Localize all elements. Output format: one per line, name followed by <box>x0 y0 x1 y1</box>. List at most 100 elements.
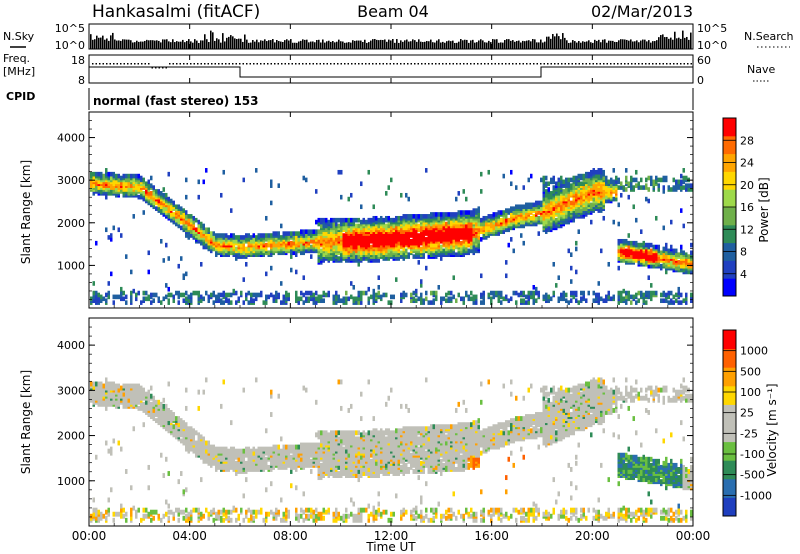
heatmap-cell <box>187 235 190 240</box>
heatmap-cell <box>300 296 303 302</box>
nsky-bar <box>292 42 294 49</box>
nave-dot <box>246 63 248 65</box>
heatmap-cell <box>112 171 115 177</box>
heatmap-cell <box>190 217 193 223</box>
heatmap-cell <box>655 215 658 221</box>
freq-tick-top: 18 <box>71 54 85 67</box>
nsky-bar <box>178 41 180 49</box>
heatmap-cell <box>372 215 375 221</box>
nsky-bar <box>662 34 664 49</box>
nsky-bar <box>488 40 490 49</box>
nsky-bar <box>110 35 112 49</box>
nsky-bar <box>520 42 522 49</box>
heatmap-cell <box>655 290 658 296</box>
heatmap-cell <box>355 296 358 302</box>
heatmap-cell <box>215 233 218 238</box>
heatmap-cell <box>425 237 428 242</box>
heatmap-cell <box>110 189 113 194</box>
heatmap-cell <box>245 233 248 238</box>
heatmap-cell <box>667 294 670 300</box>
heatmap-cell <box>187 217 190 223</box>
heatmap-cell <box>565 217 568 223</box>
heatmap-cell <box>425 290 428 296</box>
heatmap-cell <box>365 290 368 296</box>
nsky-bar <box>514 41 516 49</box>
heatmap-cell <box>470 233 473 238</box>
nsky-bar <box>558 36 560 49</box>
heatmap-cell <box>395 242 398 248</box>
heatmap-cell <box>490 290 493 296</box>
nave-dot <box>284 63 286 65</box>
heatmap-cell <box>360 240 363 246</box>
heatmap-cell <box>585 185 588 190</box>
nsky-bar <box>336 41 338 49</box>
heatmap-cell <box>617 221 620 227</box>
nave-dot <box>302 63 304 65</box>
heatmap-cell <box>132 426 135 432</box>
heatmap-cell <box>625 294 628 300</box>
heatmap-cell <box>165 511 168 517</box>
heatmap-cell <box>480 300 483 305</box>
heatmap-cell <box>685 175 688 181</box>
heatmap-cell <box>365 250 368 256</box>
nsky-bar <box>326 41 328 49</box>
nsky-bar <box>398 42 400 49</box>
heatmap-cell <box>677 265 680 271</box>
heatmap-cell <box>167 256 170 261</box>
heatmap-cell <box>475 221 478 227</box>
nsky-bar <box>328 40 330 49</box>
nsky-bar <box>618 40 620 49</box>
heatmap-cell <box>322 298 325 304</box>
heatmap-cell <box>345 217 348 223</box>
nave-dot <box>606 63 608 65</box>
heatmap-cell <box>92 385 95 391</box>
heatmap-cell <box>360 204 363 210</box>
heatmap-cell <box>522 298 525 304</box>
nsky-bars <box>90 30 692 49</box>
heatmap-cell <box>412 227 415 233</box>
heatmap-cell <box>635 300 638 305</box>
heatmap-cell <box>97 298 100 304</box>
heatmap-cell <box>612 168 615 173</box>
freq-tick-bottom: 8 <box>78 74 85 87</box>
heatmap-cell <box>665 242 668 248</box>
heatmap-cell <box>405 237 408 242</box>
heatmap-cell <box>320 229 323 234</box>
heatmap-cell <box>565 292 568 298</box>
heatmap-cell <box>92 294 95 300</box>
colorbar-swatch <box>723 260 736 279</box>
heatmap-cell <box>567 215 570 221</box>
heatmap-cell <box>457 191 460 196</box>
heatmap-cell <box>570 200 573 206</box>
heatmap-cell <box>660 298 663 304</box>
heatmap-cell <box>135 383 138 389</box>
heatmap-cell <box>107 294 110 300</box>
heatmap-cell <box>585 200 588 206</box>
nsky-bar <box>334 42 336 49</box>
heatmap-cell <box>645 290 648 296</box>
heatmap-cell <box>317 221 320 227</box>
heatmap-cell <box>335 290 338 296</box>
heatmap-cell <box>632 185 635 190</box>
heatmap-cell <box>670 298 673 304</box>
heatmap-cell <box>95 290 98 296</box>
heatmap-cell <box>362 290 365 296</box>
nsky-bar <box>362 41 364 49</box>
heatmap-cell <box>172 294 175 300</box>
heatmap-cell <box>510 212 513 217</box>
heatmap-cell <box>147 511 150 517</box>
heatmap-cell <box>110 385 113 391</box>
heatmap-cell <box>625 187 628 192</box>
nsky-bar <box>606 42 608 49</box>
heatmap-cell <box>130 294 133 300</box>
heatmap-cell <box>407 223 410 229</box>
heatmap-cell <box>682 185 685 190</box>
nave-dot <box>120 63 122 65</box>
nave-dot <box>148 63 150 65</box>
nave-dot <box>491 63 493 65</box>
heatmap-cell <box>315 219 318 225</box>
heatmap-cell <box>460 240 463 246</box>
heatmap-cell <box>647 275 650 281</box>
nsky-bar <box>96 35 98 49</box>
heatmap-cell <box>522 204 525 210</box>
